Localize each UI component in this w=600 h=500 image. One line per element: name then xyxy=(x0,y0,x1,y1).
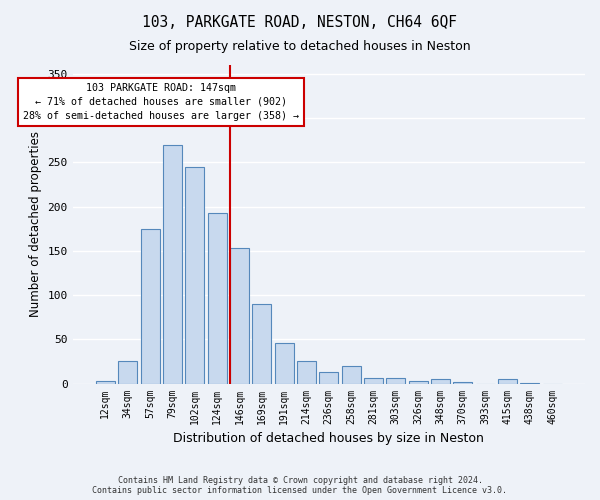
Bar xyxy=(230,248,249,384)
Bar xyxy=(386,378,406,384)
Bar xyxy=(140,228,160,384)
Bar xyxy=(163,144,182,384)
Bar xyxy=(431,379,450,384)
Bar xyxy=(341,366,361,384)
Bar xyxy=(319,372,338,384)
Bar xyxy=(96,381,115,384)
Bar xyxy=(520,382,539,384)
X-axis label: Distribution of detached houses by size in Neston: Distribution of detached houses by size … xyxy=(173,432,484,445)
Text: Contains HM Land Registry data © Crown copyright and database right 2024.
Contai: Contains HM Land Registry data © Crown c… xyxy=(92,476,508,495)
Text: 103, PARKGATE ROAD, NESTON, CH64 6QF: 103, PARKGATE ROAD, NESTON, CH64 6QF xyxy=(143,15,458,30)
Bar xyxy=(454,382,472,384)
Bar xyxy=(498,379,517,384)
Text: Size of property relative to detached houses in Neston: Size of property relative to detached ho… xyxy=(129,40,471,53)
Y-axis label: Number of detached properties: Number of detached properties xyxy=(29,132,42,318)
Bar xyxy=(409,381,428,384)
Bar xyxy=(118,362,137,384)
Bar xyxy=(364,378,383,384)
Bar xyxy=(275,343,293,384)
Bar xyxy=(252,304,271,384)
Text: 103 PARKGATE ROAD: 147sqm
← 71% of detached houses are smaller (902)
28% of semi: 103 PARKGATE ROAD: 147sqm ← 71% of detac… xyxy=(23,82,299,120)
Bar xyxy=(208,213,227,384)
Bar xyxy=(297,362,316,384)
Bar xyxy=(185,167,204,384)
